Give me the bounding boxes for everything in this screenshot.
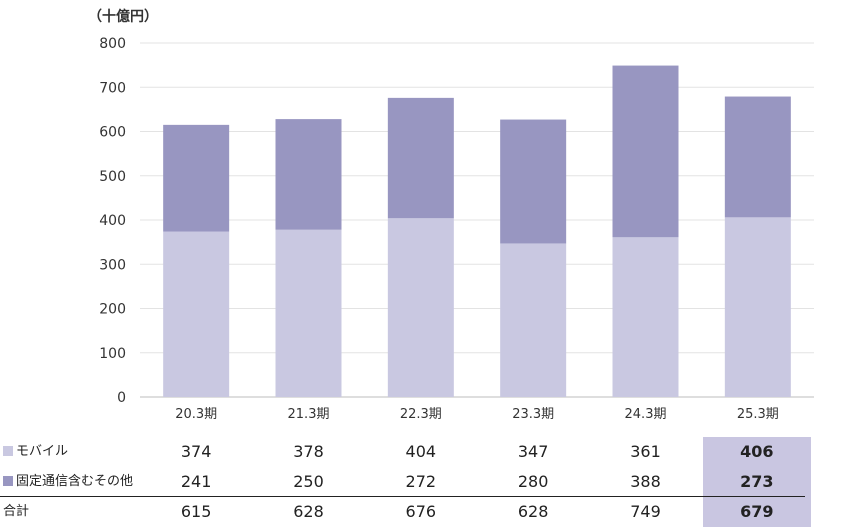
bar-other-2 — [387, 97, 454, 219]
bar-mobile-0 — [163, 231, 230, 397]
x-tick-label: 20.3期 — [175, 407, 217, 422]
table-cell: 378 — [293, 442, 324, 461]
table-cell: 628 — [517, 502, 549, 521]
x-tick-label: 24.3期 — [625, 407, 667, 422]
table-cell: 628 — [293, 502, 324, 521]
stacked-bar-chart: 0 100 200 300 400 500 600 700 800 20.3期 21.3期 22.3期… — [99, 36, 814, 422]
table-cell: 272 — [405, 472, 437, 491]
bar-mobile-1 — [275, 229, 342, 397]
y-tick-label: 400 — [99, 213, 126, 229]
row-label: 固定通信含むその他 — [3, 467, 133, 497]
table-cell: 374 — [180, 442, 212, 461]
table-cell: 388 — [630, 472, 661, 491]
total-divider — [0, 496, 805, 497]
row-label-text: モバイル — [16, 444, 69, 459]
table-cell: 406 — [702, 437, 811, 467]
table-cell: 280 — [517, 472, 549, 491]
x-tick-label: 23.3期 — [512, 407, 554, 422]
bar-mobile-2 — [387, 218, 454, 397]
x-tick-label: 25.3期 — [737, 407, 779, 422]
y-tick-label: 0 — [117, 390, 126, 406]
table-cell: 347 — [517, 442, 549, 461]
table-cell: 273 — [702, 467, 811, 497]
bar-other-5 — [724, 96, 791, 218]
y-tick-label: 500 — [99, 169, 126, 185]
table-row: 固定通信含むその他 241 250 272 280 388 273 — [0, 467, 811, 497]
table-row: 合計 615 628 676 628 749 679 — [0, 497, 811, 527]
table-cell: 241 — [180, 472, 212, 491]
y-axis-unit-label: （十億円） — [88, 9, 158, 25]
y-tick-label: 700 — [99, 80, 126, 96]
x-tick-label: 22.3期 — [400, 407, 442, 422]
bar-other-1 — [275, 119, 342, 230]
bar-other-4 — [612, 65, 679, 238]
y-tick-label: 800 — [99, 36, 126, 52]
legend-swatch — [3, 476, 13, 486]
row-label-text: 合計 — [3, 504, 30, 519]
bar-other-3 — [500, 119, 567, 244]
y-tick-label: 100 — [99, 346, 126, 362]
y-tick-label: 200 — [99, 302, 126, 318]
table-cell: 749 — [630, 502, 661, 521]
x-tick-label: 21.3期 — [288, 407, 330, 422]
table-cell: 679 — [702, 497, 811, 527]
table-cell: 615 — [180, 502, 212, 521]
bar-mobile-3 — [500, 243, 567, 397]
bar-mobile-5 — [724, 217, 791, 397]
y-tick-label: 600 — [99, 125, 126, 141]
table-row: モバイル 374 378 404 347 361 406 — [0, 437, 811, 467]
bar-other-0 — [163, 124, 230, 232]
row-label: 合計 — [3, 497, 29, 527]
row-label: モバイル — [3, 437, 68, 467]
legend-swatch — [3, 446, 13, 456]
table-cell: 676 — [405, 502, 437, 521]
table-cell: 404 — [405, 442, 437, 461]
table-cell: 361 — [630, 442, 661, 461]
y-tick-label: 300 — [99, 257, 126, 273]
table-cell: 250 — [293, 472, 324, 491]
row-label-text: 固定通信含むその他 — [16, 474, 134, 489]
bar-mobile-4 — [612, 237, 679, 397]
